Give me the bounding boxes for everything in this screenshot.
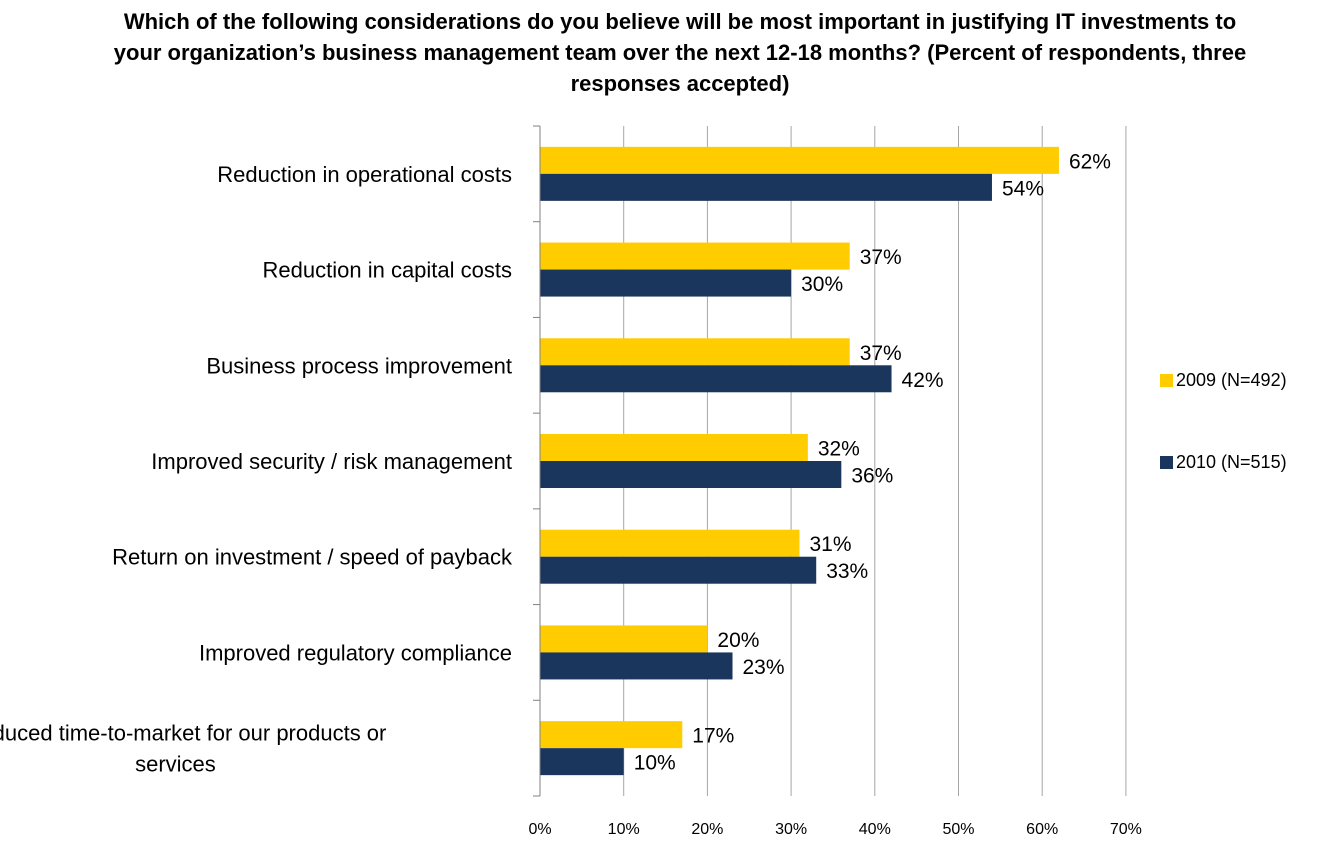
x-tick-label-60: 60% [1026, 821, 1058, 838]
category-label-reduced-time-to-market-for-our-products-or-services: Reduced time-to-market for our products … [0, 721, 386, 777]
bar-reduced-time-to-market-for-our-products-or-services-2009-n-492 [540, 721, 683, 749]
data-label-reduced-time-to-market-for-our-products-or-services-2009-n-492: 17% [692, 725, 734, 748]
bar-reduction-in-operational-costs-2009-n-492 [540, 146, 1059, 174]
bars [540, 146, 1059, 776]
data-label-reduction-in-capital-costs-2010-n-515: 30% [801, 273, 843, 296]
bar-reduction-in-operational-costs-2010-n-515 [540, 173, 992, 201]
data-label-reduction-in-operational-costs-2009-n-492: 62% [1069, 150, 1111, 173]
x-tick-label-50: 50% [942, 821, 974, 838]
x-tick-label-30: 30% [775, 821, 807, 838]
bar-business-process-improvement-2009-n-492 [540, 338, 850, 366]
bar-improved-regulatory-compliance-2010-n-515 [540, 652, 733, 680]
x-tick-label-40: 40% [859, 821, 891, 838]
legend: 2009 (N=492) 2010 (N=515) [1160, 370, 1287, 472]
bar-reduction-in-capital-costs-2009-n-492 [540, 242, 850, 270]
bar-reduced-time-to-market-for-our-products-or-services-2010-n-515 [540, 748, 624, 776]
data-label-business-process-improvement-2010-n-515: 42% [902, 369, 944, 392]
data-label-reduction-in-operational-costs-2010-n-515: 54% [1002, 177, 1044, 200]
legend-swatch-2010-n-515 [1160, 456, 1173, 469]
category-label-business-process-improvement: Business process improvement [206, 353, 512, 378]
category-label-improved-security-risk-management: Improved security / risk management [151, 449, 512, 474]
bar-reduction-in-capital-costs-2010-n-515 [540, 269, 792, 297]
data-label-business-process-improvement-2009-n-492: 37% [860, 342, 902, 365]
data-label-improved-regulatory-compliance-2009-n-492: 20% [717, 629, 759, 652]
data-label-improved-security-risk-management-2010-n-515: 36% [851, 465, 893, 488]
bar-return-on-investment-speed-of-payback-2010-n-515 [540, 556, 817, 584]
bar-business-process-improvement-2010-n-515 [540, 365, 892, 393]
bar-improved-security-risk-management-2009-n-492 [540, 434, 808, 461]
chart-title: Which of the following considerations do… [113, 9, 1247, 96]
x-tick-label-10: 10% [608, 821, 640, 838]
labels: 62% 54% Reduction in operational costs 37% 3… [0, 150, 1111, 776]
category-label-reduction-in-capital-costs: Reduction in capital costs [263, 258, 512, 283]
legend-swatch-2009-n-492 [1160, 374, 1173, 387]
category-label-improved-regulatory-compliance: Improved regulatory compliance [199, 640, 512, 665]
bar-return-on-investment-speed-of-payback-2009-n-492 [540, 529, 800, 557]
data-label-reduction-in-capital-costs-2009-n-492: 37% [860, 246, 902, 269]
data-label-reduced-time-to-market-for-our-products-or-services-2010-n-515: 10% [634, 752, 676, 775]
category-label-return-on-investment-speed-of-payback: Return on investment / speed of payback [112, 545, 513, 570]
bar-improved-security-risk-management-2010-n-515 [540, 461, 842, 488]
x-tick-label-0: 0% [528, 821, 551, 838]
data-label-return-on-investment-speed-of-payback-2009-n-492: 31% [809, 533, 851, 556]
x-tick-label-70: 70% [1110, 821, 1142, 838]
x-tick-label-20: 20% [691, 821, 723, 838]
gridlines [623, 126, 1127, 796]
data-label-return-on-investment-speed-of-payback-2010-n-515: 33% [826, 560, 868, 583]
bar-improved-regulatory-compliance-2009-n-492 [540, 625, 708, 653]
legend-label-2009-n-492: 2009 (N=492) [1176, 370, 1287, 390]
data-label-improved-security-risk-management-2009-n-492: 32% [818, 438, 860, 461]
category-label-reduction-in-operational-costs: Reduction in operational costs [217, 162, 512, 187]
axes: 0% 10% 20% 30% 40% 50% 60% 70% [528, 125, 1142, 838]
legend-label-2010-n-515: 2010 (N=515) [1176, 452, 1287, 472]
data-label-improved-regulatory-compliance-2010-n-515: 23% [743, 656, 785, 679]
